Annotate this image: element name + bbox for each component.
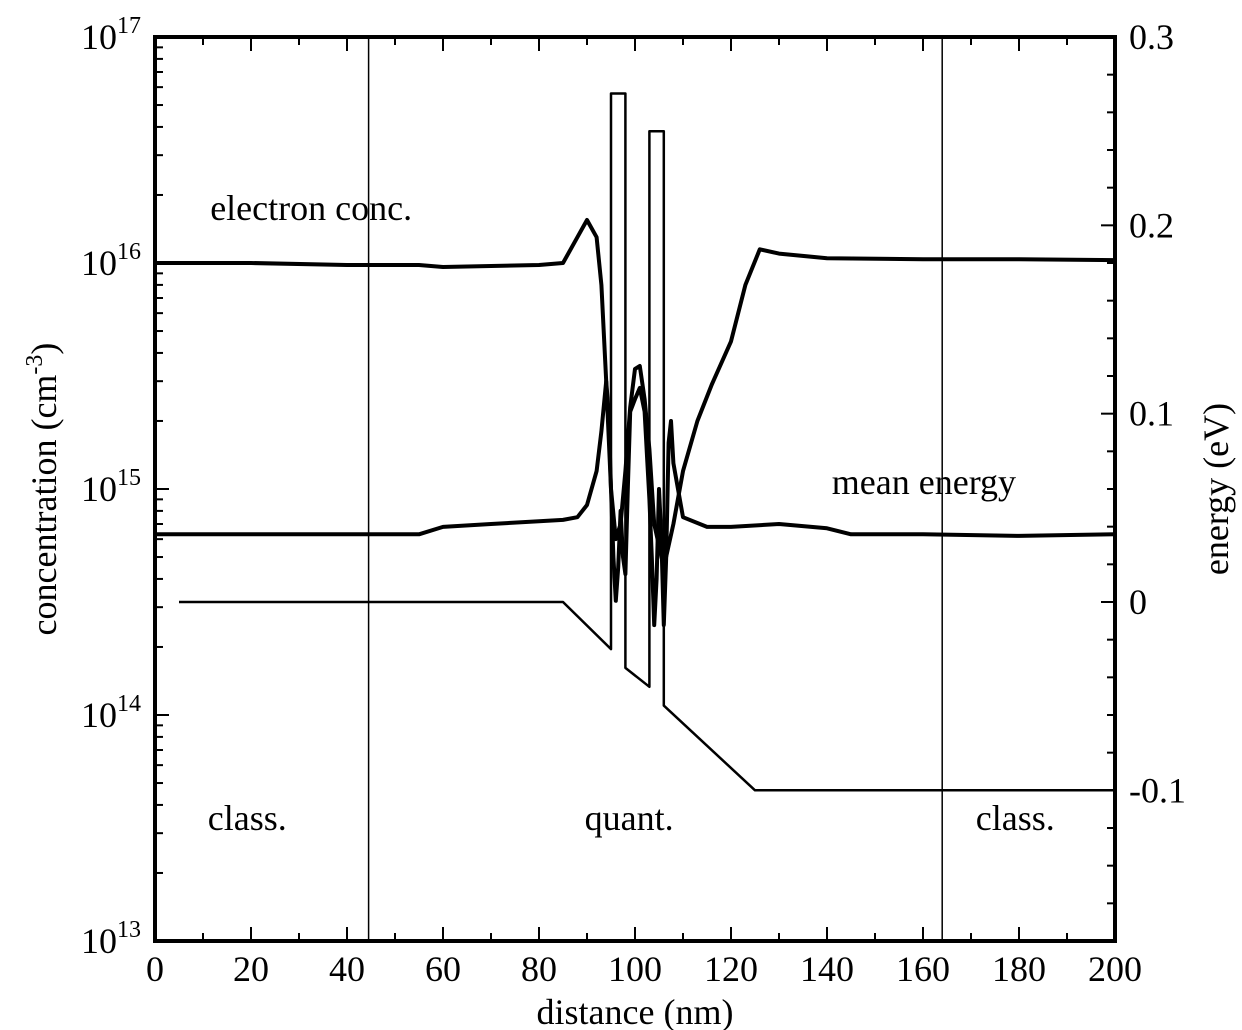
- y-left-axis-label-text: concentration (cm: [24, 375, 64, 636]
- x-tick-label: 120: [704, 949, 758, 989]
- y-left-tick-label: 1017: [81, 13, 141, 57]
- x-tick-label: 140: [800, 949, 854, 989]
- annotation-class-right: class.: [976, 798, 1055, 838]
- series-layer: [155, 92, 1116, 792]
- series-line-2: [179, 92, 1115, 792]
- y-right-tick-label: 0.2: [1129, 205, 1174, 245]
- y-left-tick-exponent: 15: [117, 465, 141, 491]
- x-tick-label: 180: [992, 949, 1046, 989]
- y-left-tick-label: 1016: [81, 239, 141, 283]
- y-left-tick-base: 10: [81, 921, 117, 961]
- y-left-tick-base: 10: [81, 469, 117, 509]
- x-tick-label: 20: [233, 949, 269, 989]
- y-left-tick-label: 1015: [81, 465, 141, 509]
- y-left-tick-exponent: 14: [117, 691, 141, 717]
- y-left-axis-label-exponent: -3: [22, 355, 48, 375]
- y-left-tick-exponent: 16: [117, 239, 141, 265]
- x-tick-label: 200: [1088, 949, 1142, 989]
- y-left-tick-label: 1014: [81, 691, 141, 735]
- y-right-axis-label: energy (eV): [1196, 403, 1236, 575]
- x-tick-label: 160: [896, 949, 950, 989]
- y-left-tick-base: 10: [81, 17, 117, 57]
- series-line-1: [155, 379, 1116, 628]
- y-right-tick-label: 0: [1129, 582, 1147, 622]
- y-left-tick-exponent: 13: [117, 917, 141, 943]
- x-tick-label: 80: [521, 949, 557, 989]
- annotation-mean-energy: mean energy: [832, 462, 1016, 502]
- y-left-tick-base: 10: [81, 243, 117, 283]
- x-axis-label: distance (nm): [537, 992, 734, 1030]
- x-tick-label: 60: [425, 949, 461, 989]
- y-right-tick-label: -0.1: [1129, 770, 1186, 810]
- x-tick-label: 0: [146, 949, 164, 989]
- annotation-quant: quant.: [585, 798, 674, 838]
- x-tick-label: 40: [329, 949, 365, 989]
- x-tick-label: 100: [608, 949, 662, 989]
- series-line-0: [155, 218, 1116, 570]
- annotation-electron-conc: electron conc.: [210, 188, 412, 228]
- y-left-axis-label: concentration (cm-3): [22, 343, 64, 636]
- annotation-class-left: class.: [208, 798, 287, 838]
- y-left-axis-label-close: ): [24, 343, 64, 355]
- y-left-tick-label: 1013: [81, 917, 141, 961]
- y-right-tick-label: 0.1: [1129, 394, 1174, 434]
- tick-layer: 0 20 40 60 80 100 120 140 160 180 2001013101410151…: [81, 13, 1186, 989]
- y-left-tick-base: 10: [81, 695, 117, 735]
- y-left-tick-exponent: 17: [117, 13, 141, 39]
- y-right-tick-label: 0.3: [1129, 17, 1174, 57]
